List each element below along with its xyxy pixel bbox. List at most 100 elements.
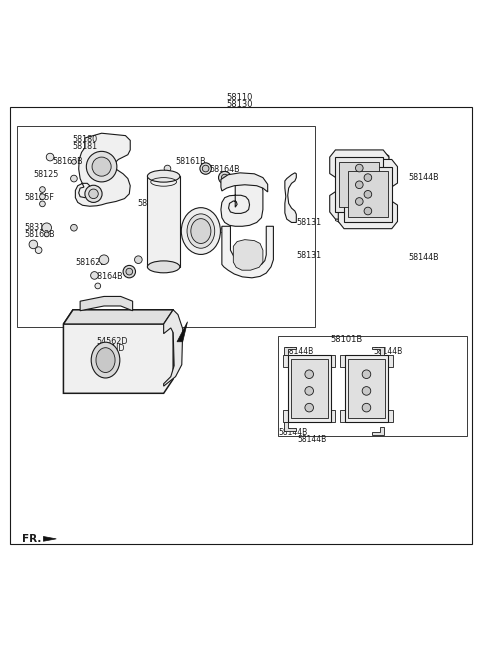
Circle shape: [39, 194, 45, 200]
Circle shape: [164, 165, 171, 172]
Circle shape: [126, 268, 132, 275]
Circle shape: [218, 171, 231, 183]
Ellipse shape: [147, 261, 180, 273]
Text: 58162B: 58162B: [75, 257, 106, 266]
Polygon shape: [336, 217, 389, 225]
Circle shape: [305, 404, 313, 412]
Text: 58144B: 58144B: [297, 435, 326, 444]
Text: 58114A: 58114A: [199, 227, 230, 236]
Text: 58180: 58180: [72, 135, 97, 144]
Circle shape: [200, 163, 211, 174]
Polygon shape: [283, 410, 336, 422]
Polygon shape: [80, 296, 132, 311]
Circle shape: [35, 247, 42, 253]
Circle shape: [72, 159, 76, 165]
Polygon shape: [340, 410, 393, 422]
Polygon shape: [164, 310, 183, 386]
Text: 58314: 58314: [24, 223, 49, 232]
Text: 58163B: 58163B: [24, 231, 55, 240]
Circle shape: [86, 151, 117, 182]
Ellipse shape: [147, 170, 180, 182]
Circle shape: [46, 153, 54, 161]
Circle shape: [123, 265, 135, 278]
Polygon shape: [233, 240, 263, 270]
Circle shape: [364, 191, 372, 198]
Circle shape: [99, 255, 109, 264]
Ellipse shape: [91, 342, 120, 378]
Circle shape: [364, 207, 372, 215]
Circle shape: [44, 232, 49, 237]
Circle shape: [71, 225, 77, 231]
Polygon shape: [63, 310, 173, 393]
Polygon shape: [43, 537, 56, 541]
Polygon shape: [63, 310, 173, 324]
Circle shape: [42, 223, 51, 232]
Bar: [345, 355, 388, 422]
Circle shape: [305, 387, 313, 395]
Text: 58125F: 58125F: [24, 193, 54, 202]
Text: 58144B: 58144B: [278, 428, 307, 438]
Circle shape: [356, 165, 363, 172]
Polygon shape: [372, 426, 384, 436]
Bar: [348, 359, 385, 418]
Bar: [336, 157, 383, 212]
Ellipse shape: [96, 347, 115, 372]
Circle shape: [85, 185, 102, 202]
Text: 58110: 58110: [227, 93, 253, 102]
Text: 54562D: 54562D: [96, 337, 127, 346]
Text: 58181: 58181: [72, 142, 97, 151]
Text: 58131: 58131: [296, 218, 322, 227]
Bar: [344, 167, 392, 221]
Polygon shape: [330, 150, 389, 178]
Bar: [288, 355, 331, 422]
Circle shape: [71, 175, 77, 182]
Text: 58163B: 58163B: [52, 157, 83, 167]
Polygon shape: [372, 347, 384, 355]
Circle shape: [39, 187, 45, 193]
Polygon shape: [221, 173, 268, 192]
Text: 58144B: 58144B: [408, 173, 439, 182]
Polygon shape: [221, 180, 263, 227]
Circle shape: [202, 165, 209, 172]
Text: 58144B: 58144B: [373, 347, 403, 356]
Bar: [348, 171, 388, 217]
Text: 58164B: 58164B: [209, 165, 240, 174]
Text: 58101B: 58101B: [331, 336, 363, 344]
Circle shape: [39, 201, 45, 207]
Circle shape: [362, 387, 371, 395]
Text: 58112: 58112: [137, 199, 163, 208]
Bar: [278, 336, 467, 436]
Polygon shape: [284, 347, 296, 355]
Circle shape: [221, 174, 228, 181]
Polygon shape: [285, 173, 296, 223]
Ellipse shape: [181, 208, 220, 255]
Bar: [147, 176, 180, 267]
Text: FR.: FR.: [22, 534, 41, 544]
Circle shape: [29, 240, 37, 249]
Polygon shape: [283, 355, 336, 367]
Ellipse shape: [191, 219, 211, 244]
Circle shape: [89, 189, 98, 199]
Circle shape: [92, 157, 111, 176]
Polygon shape: [284, 422, 296, 430]
Circle shape: [305, 370, 313, 379]
Polygon shape: [177, 322, 188, 342]
Polygon shape: [340, 355, 393, 367]
Text: 58164B: 58164B: [92, 272, 123, 281]
Circle shape: [356, 198, 363, 205]
Bar: [290, 359, 328, 418]
Text: 1351JD: 1351JD: [96, 344, 124, 353]
Ellipse shape: [187, 214, 215, 248]
Text: 58144B: 58144B: [284, 347, 313, 356]
Circle shape: [362, 404, 371, 412]
Circle shape: [364, 174, 372, 182]
Polygon shape: [338, 159, 397, 187]
Text: 58131: 58131: [296, 251, 322, 261]
Circle shape: [362, 370, 371, 379]
Circle shape: [356, 181, 363, 189]
Polygon shape: [222, 227, 274, 278]
Circle shape: [91, 272, 98, 279]
Polygon shape: [330, 192, 389, 219]
Circle shape: [95, 283, 101, 289]
Bar: [17, 126, 315, 326]
